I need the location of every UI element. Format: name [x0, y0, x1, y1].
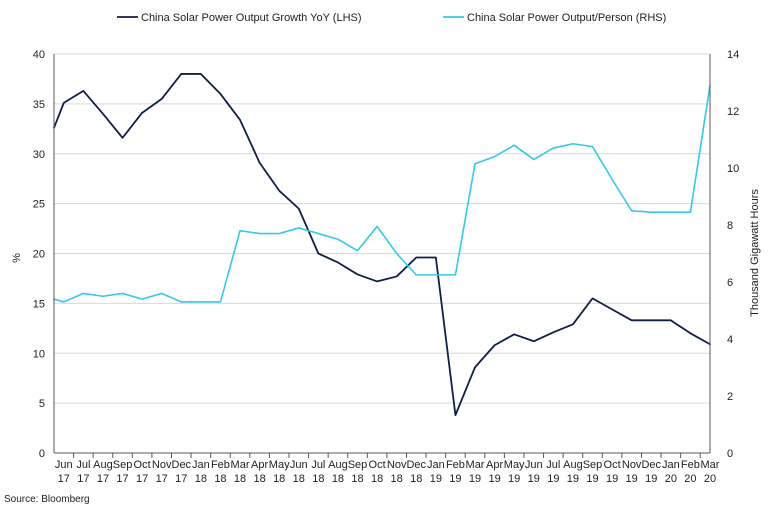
- x-tick-label-year: 17: [136, 473, 148, 485]
- x-tick-label-month: Jul: [546, 459, 560, 471]
- y-axis-left-title: %: [11, 253, 23, 263]
- x-tick-label-year: 19: [645, 473, 657, 485]
- x-tick-label-year: 19: [586, 473, 598, 485]
- x-tick-label-year: 19: [606, 473, 618, 485]
- y-left-tick-label: 0: [39, 448, 45, 460]
- y-left-tick-label: 20: [33, 249, 45, 261]
- x-tick-label-year: 18: [234, 473, 246, 485]
- x-tick-label-month: Mar: [701, 459, 720, 471]
- x-tick-label-year: 19: [567, 473, 579, 485]
- axes: 051015202530354002468101214Jun17Jul17Aug…: [33, 49, 740, 485]
- x-tick-label-month: Oct: [134, 459, 151, 471]
- x-tick-label-month: Sep: [113, 459, 133, 471]
- x-tick-label-year: 17: [58, 473, 70, 485]
- x-tick-label-month: Jan: [662, 459, 680, 471]
- x-tick-label-month: Feb: [211, 459, 230, 471]
- x-tick-label-year: 17: [97, 473, 109, 485]
- y-right-tick-label: 2: [727, 391, 733, 403]
- x-tick-label-month: May: [269, 459, 290, 471]
- y-right-tick-label: 14: [727, 49, 739, 61]
- y-right-tick-label: 0: [727, 448, 733, 460]
- x-tick-label-year: 18: [410, 473, 422, 485]
- x-tick-label-month: Feb: [681, 459, 700, 471]
- x-tick-label-month: Mar: [231, 459, 250, 471]
- x-tick-label-year: 19: [626, 473, 638, 485]
- y-right-tick-label: 10: [727, 163, 739, 175]
- x-tick-label-month: Mar: [466, 459, 485, 471]
- x-tick-label-year: 19: [508, 473, 520, 485]
- x-tick-label-month: Feb: [446, 459, 465, 471]
- series-line-output-per-person: [53, 84, 711, 303]
- x-tick-label-year: 19: [488, 473, 500, 485]
- y-right-tick-label: 8: [727, 220, 733, 232]
- source-note: Source: Bloomberg: [4, 494, 90, 505]
- x-tick-label-month: Oct: [604, 459, 621, 471]
- y-right-tick-label: 6: [727, 277, 733, 289]
- x-tick-label-month: Jul: [311, 459, 325, 471]
- y-axis-right-title: Thousand Gigawatt Hours: [749, 189, 761, 317]
- x-tick-label-year: 18: [293, 473, 305, 485]
- y-left-tick-label: 25: [33, 199, 45, 211]
- x-tick-label-month: Jan: [192, 459, 210, 471]
- x-tick-label-year: 18: [371, 473, 383, 485]
- x-tick-label-year: 18: [273, 473, 285, 485]
- x-tick-label-month: Jan: [427, 459, 445, 471]
- legend-label-growth: China Solar Power Output Growth YoY (LHS…: [141, 12, 362, 24]
- legend: China Solar Power Output Growth YoY (LHS…: [117, 12, 666, 24]
- x-tick-label-month: Dec: [641, 459, 661, 471]
- x-tick-label-year: 17: [116, 473, 128, 485]
- x-tick-label-month: Aug: [563, 459, 583, 471]
- x-tick-label-year: 19: [449, 473, 461, 485]
- y-left-tick-label: 35: [33, 99, 45, 111]
- x-tick-label-year: 18: [253, 473, 265, 485]
- x-tick-label-month: Aug: [93, 459, 113, 471]
- x-tick-label-year: 19: [430, 473, 442, 485]
- x-tick-label-year: 20: [665, 473, 677, 485]
- x-tick-label-month: Nov: [152, 459, 172, 471]
- x-tick-label-year: 20: [704, 473, 716, 485]
- x-tick-label-month: Jun: [55, 459, 73, 471]
- x-tick-label-month: Nov: [622, 459, 642, 471]
- x-tick-label-month: Jul: [76, 459, 90, 471]
- series-line-growth-yoy: [53, 73, 711, 417]
- y-left-tick-label: 40: [33, 49, 45, 61]
- x-tick-label-month: May: [504, 459, 525, 471]
- x-tick-label-year: 18: [195, 473, 207, 485]
- x-tick-label-year: 18: [351, 473, 363, 485]
- x-tick-label-year: 18: [312, 473, 324, 485]
- y-right-tick-label: 12: [727, 106, 739, 118]
- gridlines: [54, 53, 710, 404]
- y-right-tick-label: 4: [727, 334, 733, 346]
- x-tick-label-month: Nov: [387, 459, 407, 471]
- x-tick-label-month: Jun: [525, 459, 543, 471]
- x-tick-label-month: Dec: [406, 459, 426, 471]
- x-tick-label-year: 18: [332, 473, 344, 485]
- x-tick-label-year: 19: [547, 473, 559, 485]
- x-tick-label-year: 17: [156, 473, 168, 485]
- x-tick-label-year: 18: [214, 473, 226, 485]
- x-tick-label-month: Jun: [290, 459, 308, 471]
- y-left-tick-label: 15: [33, 298, 45, 310]
- x-tick-label-month: Oct: [369, 459, 386, 471]
- y-left-tick-label: 5: [39, 398, 45, 410]
- legend-label-per-person: China Solar Power Output/Person (RHS): [467, 12, 666, 24]
- y-left-tick-label: 10: [33, 348, 45, 360]
- x-tick-label-month: Apr: [486, 459, 503, 471]
- x-tick-label-month: Apr: [251, 459, 268, 471]
- x-tick-label-year: 17: [175, 473, 187, 485]
- x-tick-label-year: 18: [391, 473, 403, 485]
- series-lines: [53, 73, 711, 417]
- y-left-tick-label: 30: [33, 149, 45, 161]
- x-tick-label-month: Dec: [172, 459, 192, 471]
- x-tick-label-year: 19: [528, 473, 540, 485]
- x-tick-label-year: 19: [469, 473, 481, 485]
- x-tick-label-month: Aug: [328, 459, 348, 471]
- x-tick-label-year: 17: [77, 473, 89, 485]
- x-tick-label-year: 20: [684, 473, 696, 485]
- x-tick-label-month: Sep: [583, 459, 603, 471]
- x-tick-label-month: Sep: [348, 459, 368, 471]
